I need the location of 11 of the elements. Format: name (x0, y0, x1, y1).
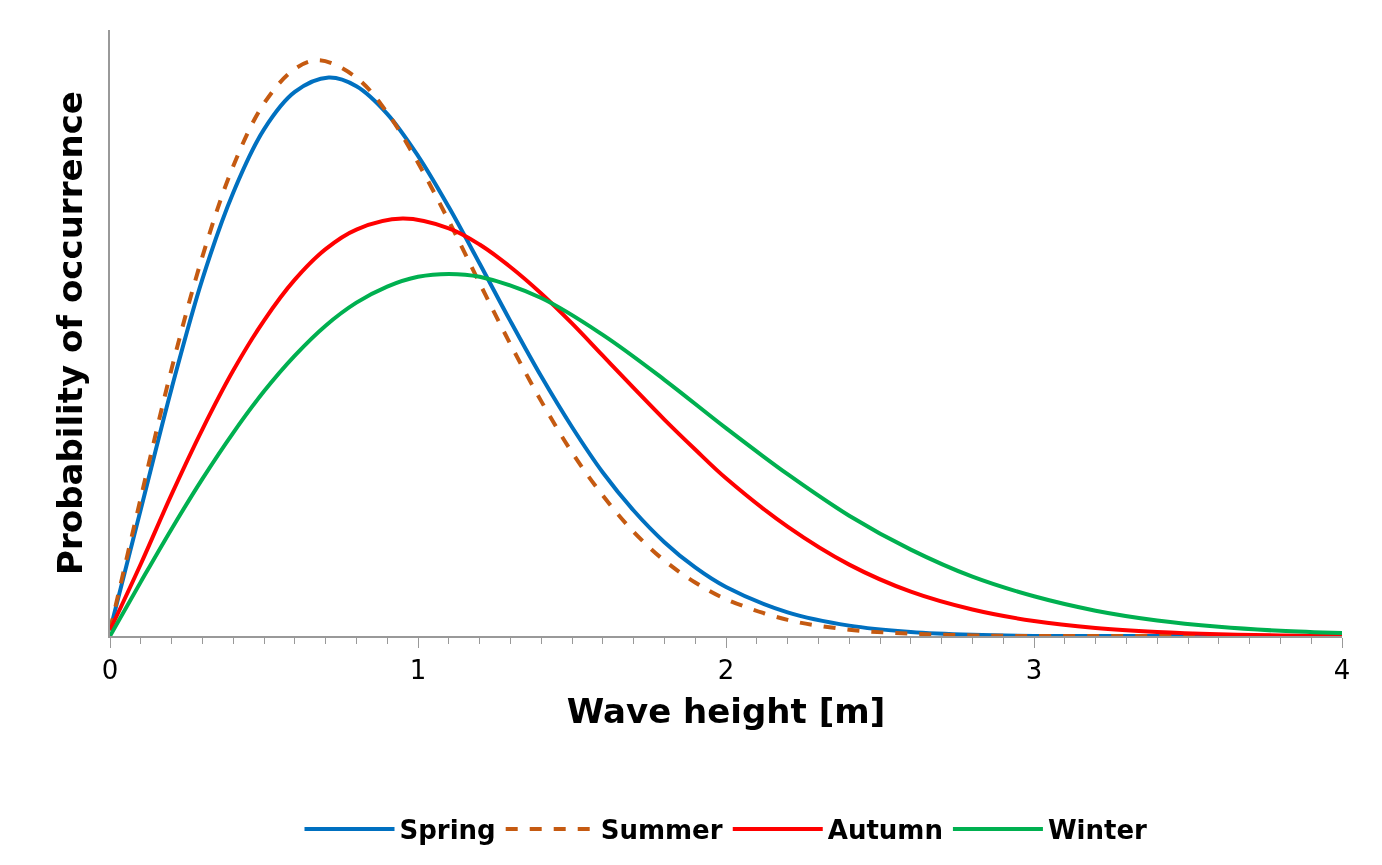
x-tick-label: 3 (1025, 655, 1043, 686)
legend-label: Summer (600, 815, 723, 846)
x-tick-label: 4 (1333, 655, 1351, 686)
legend-label: Winter (1047, 815, 1148, 846)
y-axis-title: Probability of occurrence (50, 91, 91, 575)
legend-label: Spring (399, 815, 496, 846)
legend-label: Autumn (827, 815, 943, 846)
x-axis-title: Wave height [m] (566, 691, 886, 731)
x-tick-label: 0 (101, 655, 119, 686)
x-tick-label: 1 (409, 655, 427, 686)
x-tick-label: 2 (717, 655, 735, 686)
